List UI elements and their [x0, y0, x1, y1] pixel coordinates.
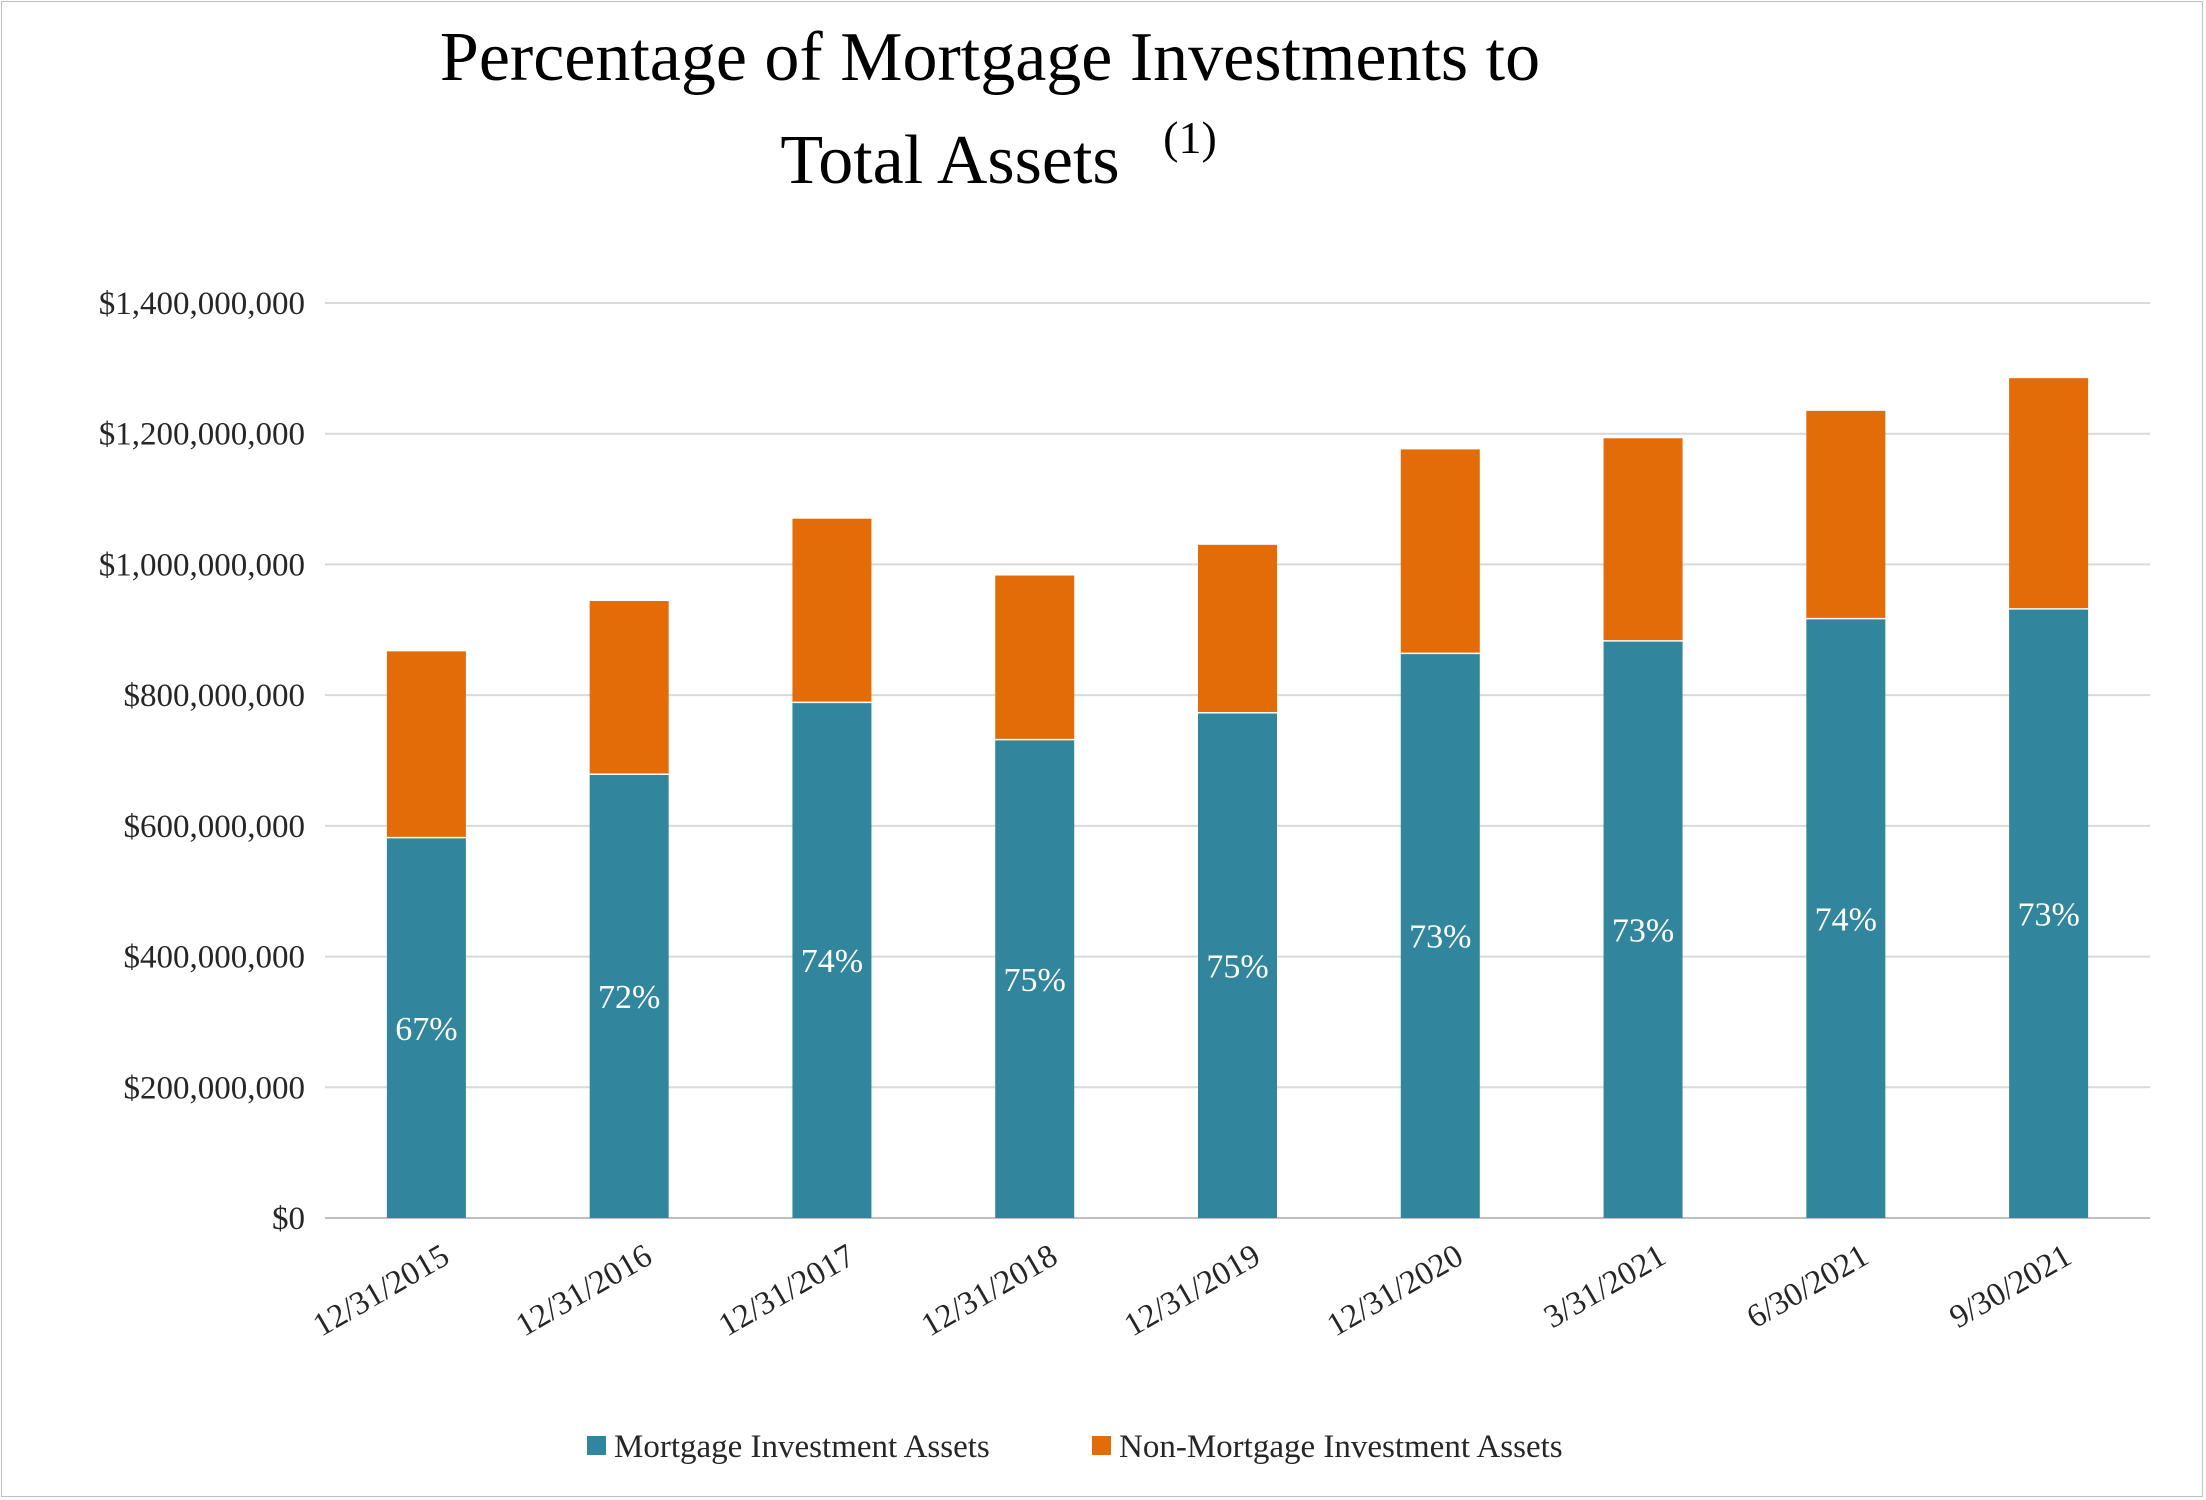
data-label: 74%: [1815, 901, 1877, 938]
bar-mortgage-investment-assets: [2009, 608, 2089, 1218]
data-label: 73%: [1409, 919, 1471, 956]
bar-non-mortgage-investment-assets: [386, 651, 466, 838]
legend-swatch: [587, 1436, 606, 1455]
x-tick-label: 3/31/2021: [1538, 1238, 1672, 1336]
legend-label: Non-Mortgage Investment Assets: [1119, 1429, 1563, 1465]
bar-mortgage-investment-assets: [589, 774, 669, 1218]
x-tick-label: 6/30/2021: [1741, 1238, 1875, 1336]
x-tick-label: 12/31/2020: [1321, 1238, 1469, 1344]
x-tick-label: 9/30/2021: [1944, 1238, 2078, 1336]
x-tick-label: 12/31/2019: [1118, 1238, 1266, 1344]
data-label: 73%: [2017, 896, 2079, 933]
legend-swatch: [1092, 1436, 1111, 1455]
data-label: 72%: [598, 979, 660, 1016]
y-tick-label: $0: [272, 1201, 305, 1237]
data-label: 67%: [395, 1011, 457, 1048]
bar-mortgage-investment-assets: [792, 702, 872, 1218]
bar-mortgage-investment-assets: [995, 739, 1075, 1218]
x-tick-label: 12/31/2017: [713, 1238, 861, 1344]
bar-non-mortgage-investment-assets: [2009, 378, 2089, 609]
y-tick-label: $1,000,000,000: [99, 547, 305, 583]
bar-mortgage-investment-assets: [1603, 640, 1683, 1218]
x-tick-label: 12/31/2016: [510, 1238, 658, 1344]
data-label: 75%: [1206, 948, 1268, 985]
bar-mortgage-investment-assets: [386, 837, 466, 1218]
chart-title-superscript: (1): [1163, 112, 1217, 163]
bar-non-mortgage-investment-assets: [1198, 544, 1277, 713]
bar-non-mortgage-investment-assets: [1603, 438, 1683, 641]
bar-non-mortgage-investment-assets: [792, 518, 872, 703]
y-tick-label: $1,400,000,000: [99, 286, 305, 322]
y-tick-label: $400,000,000: [124, 940, 306, 976]
y-tick-label: $1,200,000,000: [99, 417, 305, 453]
x-tick-label: 12/31/2015: [307, 1238, 455, 1344]
bar-non-mortgage-investment-assets: [995, 575, 1075, 740]
data-label: 75%: [1004, 962, 1066, 999]
x-tick-label: 12/31/2018: [916, 1238, 1064, 1344]
bar-mortgage-investment-assets: [1806, 618, 1886, 1218]
chart-title-line2: Total Assets: [780, 122, 1119, 199]
bar-mortgage-investment-assets: [1198, 712, 1277, 1218]
y-tick-label: $600,000,000: [124, 809, 306, 845]
data-label: 73%: [1612, 912, 1674, 949]
bars-layer: [386, 378, 2089, 1218]
bar-non-mortgage-investment-assets: [1806, 410, 1886, 619]
legend-label: Mortgage Investment Assets: [614, 1429, 990, 1465]
bar-mortgage-investment-assets: [1400, 653, 1480, 1218]
bar-non-mortgage-investment-assets: [589, 601, 669, 775]
data-label: 74%: [801, 943, 863, 980]
legend: Mortgage Investment Assets Non-Mortgage I…: [587, 1429, 1563, 1465]
chart-title: Percentage of Mortgage Investments to: [440, 19, 1540, 96]
y-tick-label: $200,000,000: [124, 1070, 306, 1106]
y-tick-label: $800,000,000: [124, 678, 306, 714]
bar-non-mortgage-investment-assets: [1400, 449, 1480, 654]
